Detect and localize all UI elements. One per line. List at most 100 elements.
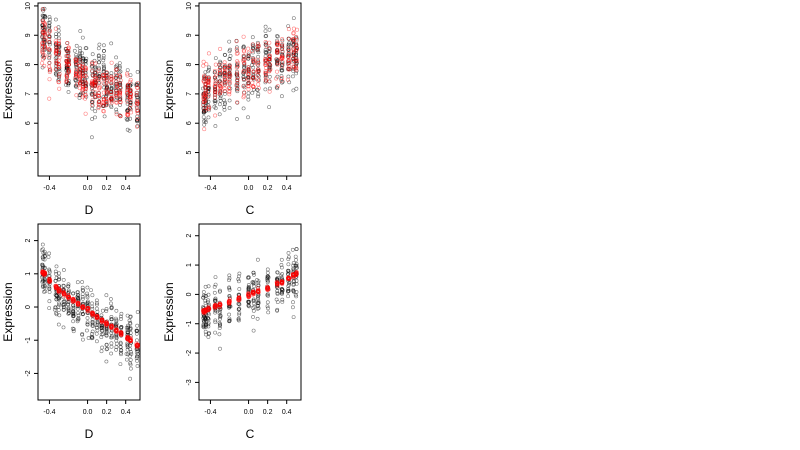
observed-point [93, 115, 97, 120]
x-tick-label: 0.2 [263, 185, 273, 192]
fitted-point [250, 48, 255, 53]
fitted-point [135, 117, 140, 122]
observed-point [267, 49, 272, 54]
observed-point [291, 315, 296, 320]
observed-point [246, 115, 250, 120]
observed-point [119, 326, 124, 331]
y-tick-label: 8 [25, 63, 32, 67]
fitted-point [213, 79, 218, 84]
observed-point [124, 325, 129, 330]
fitted-point [136, 344, 141, 349]
observed-point [126, 326, 131, 331]
observed-point [242, 66, 247, 70]
fitted-point [251, 289, 256, 294]
plot-frame [198, 223, 302, 401]
fitted-point [85, 305, 90, 310]
observed-point [52, 307, 57, 312]
fitted-point [83, 92, 88, 97]
observed-point [213, 77, 218, 82]
observed-point [109, 344, 114, 349]
observed-point [203, 301, 208, 306]
observed-point [213, 275, 218, 280]
fitted-point [40, 57, 45, 62]
observed-point [89, 64, 94, 69]
fitted-point [235, 81, 240, 86]
observed-point [286, 262, 291, 267]
observed-point [218, 313, 223, 318]
observed-point [236, 277, 241, 282]
observed-point [127, 128, 132, 133]
fitted-point [90, 311, 95, 316]
fitted-point [125, 113, 130, 118]
fitted-point [218, 79, 223, 84]
fitted-point [135, 101, 140, 106]
observed-point [247, 299, 252, 304]
fitted-point [202, 92, 207, 97]
observed-point [85, 320, 90, 325]
fitted-point [117, 90, 122, 95]
fitted-point [203, 98, 208, 103]
observed-point [287, 282, 291, 287]
observed-point [135, 124, 140, 128]
fitted-point [40, 49, 45, 54]
observed-point [218, 346, 222, 351]
observed-point [290, 247, 295, 252]
observed-point [90, 329, 95, 334]
observed-point [227, 278, 231, 283]
fitted-point [279, 279, 284, 284]
fitted-point [42, 25, 47, 30]
fitted-point [227, 81, 232, 86]
fitted-point [222, 72, 227, 77]
observed-point [104, 307, 109, 311]
observed-point [100, 328, 105, 333]
fitted-point [115, 84, 120, 89]
x-tick-label: -0.4 [43, 409, 55, 416]
fitted-point [128, 79, 133, 84]
observed-point [86, 336, 91, 340]
observed-point [95, 298, 99, 303]
fitted-point [134, 99, 139, 104]
fitted-point [118, 97, 123, 102]
observed-point [118, 69, 123, 74]
observed-point [128, 350, 133, 354]
observed-point [280, 299, 285, 304]
fitted-point [118, 78, 123, 83]
observed-point [57, 313, 62, 318]
fitted-point [294, 46, 299, 51]
observed-point [119, 311, 124, 316]
x-tick-label: 0.0 [244, 185, 254, 192]
fitted-point [134, 90, 139, 95]
observed-point [124, 351, 129, 356]
observed-point [118, 81, 123, 86]
observed-point [251, 328, 256, 333]
fitted-point [293, 64, 298, 69]
observed-point [135, 364, 140, 368]
observed-point [246, 91, 251, 96]
fitted-point [105, 79, 110, 84]
observed-point [203, 120, 208, 125]
observed-point [203, 284, 208, 289]
observed-point [294, 263, 299, 268]
observed-point [66, 67, 71, 72]
observed-point [114, 319, 119, 324]
x-tick-label: 0.4 [121, 409, 131, 416]
fitted-point [251, 58, 256, 63]
observed-point [114, 335, 119, 340]
fitted-point [118, 331, 123, 336]
fitted-point [291, 54, 296, 59]
fitted-point [246, 87, 251, 92]
fitted-point [109, 74, 114, 79]
fitted-point [246, 293, 251, 298]
y-tick-label: 5 [25, 150, 32, 154]
observed-point [90, 293, 95, 298]
fitted-point [83, 80, 88, 85]
fitted-point [127, 88, 132, 93]
fitted-point [222, 89, 227, 94]
observed-point [249, 63, 254, 68]
observed-point [237, 312, 242, 317]
observed-point [95, 323, 100, 328]
observed-point [66, 284, 71, 289]
observed-point [90, 320, 95, 325]
fitted-point [201, 103, 206, 108]
fitted-point [275, 42, 280, 47]
